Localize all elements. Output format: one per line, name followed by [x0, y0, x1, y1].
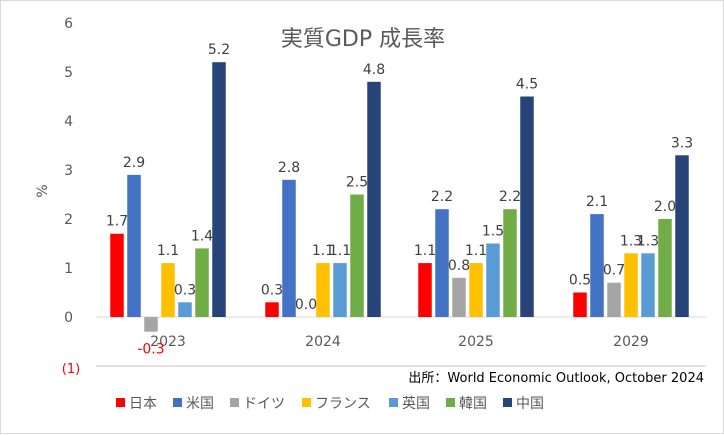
bar-韓国-2024: [350, 194, 364, 317]
y-tick-label: 2: [64, 212, 73, 228]
legend-label: フランス: [315, 396, 371, 412]
data-label: -0.3: [137, 342, 164, 358]
bar-ドイツ-2029: [607, 282, 621, 317]
data-label: 2.8: [278, 160, 300, 176]
bar-米国-2024: [282, 179, 296, 317]
x-tick-label: 2023: [150, 334, 186, 350]
data-label: 5.2: [208, 42, 230, 58]
y-tick-label: 1: [64, 261, 73, 277]
data-label: 2.1: [586, 194, 608, 210]
legend-label: 米国: [186, 396, 214, 412]
data-label: 1.1: [329, 243, 351, 259]
bar-英国-2029: [641, 253, 655, 317]
data-label: 1.3: [620, 233, 642, 249]
bar-米国-2023: [127, 174, 141, 317]
data-label: 4.8: [363, 62, 385, 78]
y-tick-label: 4: [64, 114, 73, 130]
legend-label: ドイツ: [243, 396, 285, 412]
x-tick-label: 2025: [458, 334, 494, 350]
x-tick-label: 2024: [305, 334, 341, 350]
data-label: 3.3: [671, 135, 693, 151]
bar-米国-2025: [435, 209, 449, 317]
data-label: 2.2: [431, 189, 453, 205]
legend-swatch-英国: [389, 398, 398, 407]
bar-ドイツ-2023: [144, 317, 158, 332]
legend-swatch-ドイツ: [230, 398, 239, 407]
data-label: 2.5: [346, 175, 368, 191]
bar-日本-2023: [110, 233, 124, 317]
y-axis-label: %: [35, 184, 51, 197]
bar-中国-2029: [675, 155, 689, 317]
data-label: 2.0: [654, 199, 676, 215]
bar-日本-2025: [418, 263, 432, 317]
bar-フランス-2023: [161, 263, 175, 317]
data-label: 1.1: [157, 243, 179, 259]
data-label: 0.0: [295, 297, 317, 313]
source-label: 出所：World Economic Outlook, October 2024: [408, 371, 704, 386]
data-label: 1.4: [191, 228, 213, 244]
legend-swatch-韓国: [446, 398, 455, 407]
data-label: 4.5: [516, 77, 538, 93]
bar-韓国-2029: [658, 219, 672, 317]
data-label: 0.8: [448, 258, 470, 274]
bar-日本-2024: [265, 302, 279, 317]
bar-英国-2023: [178, 302, 192, 317]
bar-中国-2023: [212, 62, 226, 318]
data-label: 1.5: [482, 224, 504, 240]
legend-label: 中国: [516, 396, 544, 412]
data-label: 1.7: [106, 214, 128, 230]
bar-中国-2025: [520, 96, 534, 317]
legend-swatch-日本: [116, 398, 125, 407]
bar-日本-2029: [573, 292, 587, 317]
data-label: 0.3: [174, 282, 196, 298]
data-label: 1.3: [637, 233, 659, 249]
legend-label: 英国: [402, 395, 430, 412]
note-label: (1): [62, 362, 80, 377]
bar-フランス-2024: [316, 263, 330, 317]
data-label: 1.1: [414, 243, 436, 259]
legend-label: 韓国: [459, 396, 487, 412]
y-tick-label: 0: [64, 310, 73, 326]
bar-英国-2025: [486, 243, 500, 317]
data-label: 2.2: [499, 189, 521, 205]
bar-英国-2024: [333, 263, 347, 317]
legend-swatch-中国: [503, 398, 512, 407]
data-label: 2.9: [123, 155, 145, 171]
data-label: 1.1: [465, 243, 487, 259]
chart-title: 実質GDP 成長率: [281, 27, 445, 52]
data-label: 1.1: [312, 243, 334, 259]
data-label: 0.5: [569, 273, 591, 289]
y-tick-label: 3: [64, 163, 73, 179]
data-label: 0.3: [261, 282, 283, 298]
bar-ドイツ-2025: [452, 277, 466, 317]
y-tick-label: 5: [64, 65, 73, 81]
bar-中国-2024: [367, 81, 381, 317]
y-tick-label: 6: [64, 16, 73, 32]
bar-米国-2029: [590, 214, 604, 317]
legend-swatch-米国: [173, 398, 182, 407]
bar-韓国-2025: [503, 209, 517, 317]
data-label: 0.7: [603, 263, 625, 279]
legend-label: 日本: [129, 396, 157, 412]
bar-フランス-2025: [469, 263, 483, 317]
bar-韓国-2023: [195, 248, 209, 317]
bar-フランス-2029: [624, 253, 638, 317]
x-tick-label: 2029: [613, 334, 649, 350]
legend-swatch-フランス: [302, 398, 311, 407]
